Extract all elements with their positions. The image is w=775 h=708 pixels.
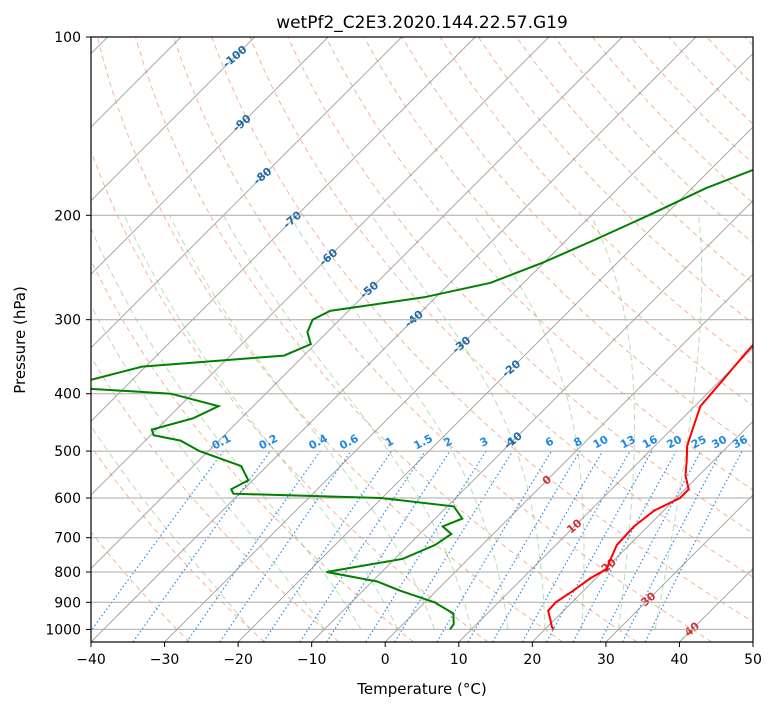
- y-tick-label: 400: [54, 387, 81, 403]
- y-axis-label: Pressure (hPa): [11, 286, 29, 394]
- x-tick-label: 10: [450, 652, 468, 668]
- mixing-ratio-line: [365, 450, 487, 642]
- dry-adiabat: [91, 149, 489, 642]
- mixing-ratio-line: [521, 450, 631, 642]
- isotherm-line: [164, 52, 753, 642]
- dry-adiabat: [706, 37, 753, 86]
- dry-adiabat: [91, 259, 414, 642]
- x-tick-label: −20: [223, 652, 253, 668]
- moist-adiabat: [91, 226, 362, 630]
- mixing-ratio-line: [644, 450, 743, 642]
- mixing-ratio-line: [572, 450, 677, 642]
- dry-adiabat: [668, 37, 753, 125]
- dry-adiabat: [554, 37, 753, 244]
- isotherm-line: [91, 37, 623, 570]
- moist-adiabat: [123, 215, 399, 630]
- temperature-profile: [546, 343, 753, 630]
- isotherm-line: [91, 37, 256, 202]
- y-tick-label: 200: [54, 208, 81, 224]
- mixing-ratio-line: [467, 450, 581, 642]
- dry-adiabat: [744, 37, 753, 47]
- y-tick-label: 300: [54, 313, 81, 329]
- dry-adiabat: [173, 37, 713, 642]
- x-tick-label: 20: [523, 652, 541, 668]
- y-tick-label: 500: [54, 444, 81, 460]
- dry-adiabat: [515, 37, 753, 284]
- x-tick-label: 0: [381, 652, 390, 668]
- isotherm-line: [531, 420, 753, 642]
- dry-adiabat: [287, 37, 753, 534]
- dry-adiabat: [91, 445, 265, 642]
- mixing-ratio-line: [546, 450, 653, 642]
- plot-area: 0.1 0.2 0.4 0.6 1 1.5 2 3 4 6 8 10 13 16 20 25 30 36-100-…: [91, 37, 753, 642]
- mixing-ratio-label: 25: [689, 433, 709, 452]
- y-tick-label: 900: [54, 595, 81, 611]
- x-tick-label: −10: [297, 652, 327, 668]
- mixing-ratio-label: 0.4: [307, 432, 331, 453]
- y-tick-label: 700: [54, 531, 81, 547]
- mixing-ratio-line: [394, 450, 514, 642]
- mixing-ratio-line: [91, 450, 224, 632]
- dry-adiabat: [439, 37, 753, 366]
- mixing-ratio-label: 6: [543, 434, 556, 449]
- isotherm-line: [605, 494, 753, 642]
- mixing-ratio-label: 16: [640, 433, 660, 452]
- mixing-ratio-label: 1: [383, 435, 396, 450]
- isotherm-line: [91, 37, 697, 642]
- isotherm-line: [679, 567, 753, 642]
- mixing-ratio-label: 8: [572, 435, 585, 450]
- plot-frame: [90, 36, 754, 643]
- mixing-ratio-line: [219, 450, 352, 642]
- mixing-ratio-label: 20: [664, 433, 684, 452]
- y-tick-label: 1000: [45, 622, 81, 638]
- x-tick-label: 40: [671, 652, 689, 668]
- dry-adiabat: [592, 37, 753, 204]
- mixing-ratio-label: 0.1: [210, 432, 233, 453]
- moist-adiabat: [91, 424, 252, 630]
- isotherm-line: [91, 37, 476, 423]
- dry-adiabat: [91, 531, 191, 642]
- mixing-ratio-line: [262, 450, 392, 642]
- isotherm-line: [91, 37, 329, 275]
- mixing-ratio-label: 3: [478, 435, 491, 450]
- y-tick-label: 100: [54, 30, 81, 46]
- x-tick-label: −30: [150, 652, 180, 668]
- mixing-ratio-line: [299, 450, 426, 642]
- x-axis-label: Temperature (°C): [356, 680, 486, 698]
- dry-adiabat: [401, 37, 753, 407]
- mixing-ratio-label: 36: [730, 433, 750, 452]
- moist-adiabat: [288, 215, 509, 630]
- dry-adiabat: [211, 37, 753, 623]
- x-tick-label: 30: [597, 652, 615, 668]
- isotherm-line: [91, 37, 403, 349]
- isotherm-line: [458, 347, 753, 642]
- y-tick-label: 800: [54, 565, 81, 581]
- dry-adiabat: [91, 355, 340, 642]
- dewpoint-profile: [91, 168, 753, 630]
- dry-adiabat: [135, 37, 638, 642]
- mixing-ratio-line: [132, 450, 271, 642]
- mixing-ratio-label: 13: [618, 433, 638, 452]
- isotherm-line: [237, 126, 753, 642]
- mixing-ratio-label: 30: [710, 433, 730, 452]
- isotherm-line: [311, 199, 753, 642]
- dry-adiabat: [249, 37, 753, 578]
- mixing-ratio-label: 10: [591, 433, 611, 452]
- dry-adiabat: [477, 37, 753, 325]
- isotherm-line: [91, 37, 550, 496]
- dry-adiabat: [96, 37, 563, 642]
- chart-title: wetPf2_C2E3.2020.144.22.57.G19: [276, 13, 568, 33]
- mixing-ratio-label: 0.2: [257, 432, 280, 453]
- isotherm-line: [384, 273, 753, 642]
- axes: −40 −30 −20 −10 0 10 20 30 40 5010020030040050060…: [45, 30, 762, 668]
- moist-adiabat: [222, 215, 472, 630]
- isotherm-line: [752, 641, 753, 642]
- x-tick-label: −40: [76, 652, 106, 668]
- mixing-ratio-line: [186, 450, 321, 642]
- y-tick-label: 600: [54, 491, 81, 507]
- x-tick-label: 50: [744, 652, 762, 668]
- moist-adiabat: [91, 304, 325, 630]
